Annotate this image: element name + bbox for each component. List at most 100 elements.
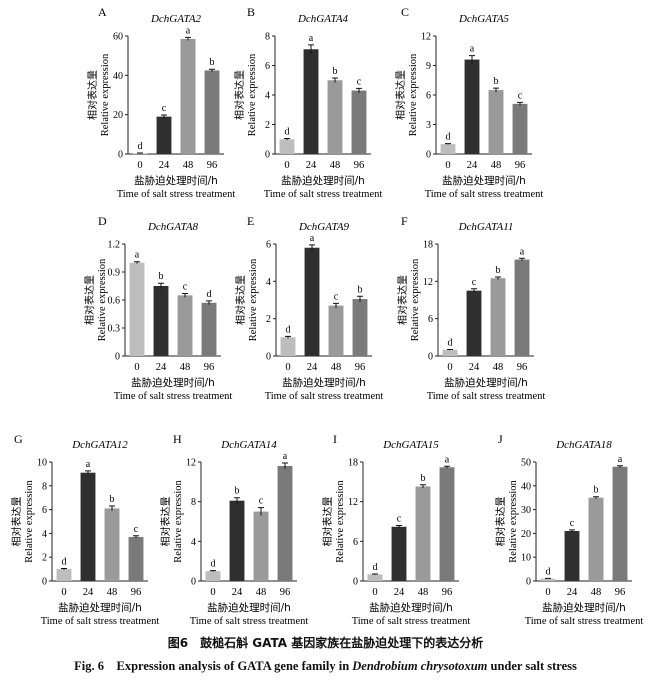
x-tick-label: 96: [280, 587, 291, 598]
significance-letter: a: [86, 459, 91, 470]
y-axis-label-cn: 相对表达量: [321, 497, 334, 547]
y-tick-label: 6: [353, 537, 358, 548]
x-axis-label-en: Time of salt stress treatment: [190, 616, 309, 627]
x-axis-label-en: Time of salt stress treatment: [425, 189, 544, 200]
bar-0h: [130, 263, 145, 356]
y-tick-label: 12: [421, 32, 431, 43]
bar-24h: [157, 117, 172, 154]
x-tick-label: 96: [204, 362, 215, 373]
x-axis-label-cn: 盐胁迫处理时间/h: [369, 601, 453, 614]
bar-0h: [443, 350, 458, 356]
x-tick-label: 0: [285, 362, 290, 373]
bar-96h: [440, 467, 455, 581]
y-tick-label: 0: [115, 352, 120, 363]
significance-letter: c: [259, 496, 264, 507]
y-tick-label: 20: [521, 529, 531, 540]
y-tick-label: 10: [521, 553, 531, 564]
y-tick-label: 0: [526, 577, 531, 588]
x-axis-label-en: Time of salt stress treatment: [117, 189, 236, 200]
x-tick-label: 24: [307, 362, 318, 373]
x-tick-label: 0: [284, 160, 289, 171]
y-axis-label-en: Relative expression: [408, 53, 419, 136]
significance-letter: c: [134, 524, 139, 535]
panel-letter: A: [98, 5, 107, 19]
chart-title: DchGATA5: [458, 13, 510, 25]
y-axis-label-en: Relative expression: [248, 258, 259, 341]
x-tick-label: 96: [131, 587, 142, 598]
x-axis-label-en: Time of salt stress treatment: [427, 391, 546, 402]
significance-letter: b: [494, 76, 499, 87]
significance-letter: c: [397, 513, 402, 524]
x-tick-label: 48: [183, 160, 194, 171]
y-tick-label: 9: [426, 61, 431, 72]
y-tick-label: 0: [266, 352, 271, 363]
significance-letter: c: [570, 518, 575, 529]
y-axis-label-en: Relative expression: [100, 53, 111, 136]
x-tick-label: 24: [156, 362, 167, 373]
panel-letter: H: [173, 432, 182, 446]
bar-48h: [589, 498, 604, 581]
significance-letter: a: [470, 44, 475, 55]
y-tick-label: 6: [426, 91, 431, 102]
y-tick-label: 12: [348, 497, 358, 508]
y-tick-label: 18: [348, 458, 358, 469]
bar-24h: [305, 248, 320, 356]
x-tick-label: 24: [232, 587, 243, 598]
y-axis-label-en: Relative expression: [173, 479, 184, 562]
y-tick-label: 8: [265, 32, 270, 43]
chart-title: DchGATA2: [150, 13, 202, 25]
significance-letter: d: [62, 557, 67, 568]
y-tick-label: 4: [191, 537, 196, 548]
significance-letter: d: [138, 141, 143, 152]
x-axis-label-en: Time of salt stress treatment: [525, 616, 644, 627]
bar-96h: [515, 260, 530, 356]
x-tick-label: 0: [545, 587, 550, 598]
y-tick-label: 0: [353, 577, 358, 588]
bar-24h: [467, 291, 482, 356]
x-tick-label: 24: [306, 160, 317, 171]
x-axis-label-cn: 盐胁迫处理时间/h: [58, 601, 142, 614]
y-tick-label: 0: [42, 577, 47, 588]
chart-title: DchGATA18: [555, 439, 612, 451]
x-tick-label: 24: [467, 160, 478, 171]
bar-0h: [281, 337, 296, 356]
bar-96h: [513, 104, 528, 154]
chart-title: DchGATA12: [71, 439, 128, 451]
x-axis-label-en: Time of salt stress treatment: [264, 189, 383, 200]
bar-24h: [81, 473, 96, 581]
significance-letter: c: [357, 76, 362, 87]
bar-48h: [416, 486, 431, 581]
y-tick-label: 0.9: [108, 268, 121, 279]
figure-caption-cn: 图6 鼓槌石斛 GATA 基因家族在盐胁迫处理下的表达分析: [0, 634, 651, 651]
y-tick-label: 0: [191, 577, 196, 588]
x-tick-label: 96: [517, 362, 528, 373]
significance-letter: d: [446, 132, 451, 143]
significance-letter: c: [162, 103, 167, 114]
significance-letter: b: [159, 271, 164, 282]
chart-title: DchGATA8: [147, 221, 199, 233]
x-axis-label-cn: 盐胁迫处理时间/h: [134, 174, 218, 187]
bar-96h: [613, 467, 628, 581]
x-tick-label: 0: [445, 160, 450, 171]
y-tick-label: 3: [426, 120, 431, 131]
bar-0h: [280, 139, 295, 154]
bar-96h: [353, 299, 368, 356]
significance-letter: c: [334, 291, 339, 302]
x-axis-label-en: Time of salt stress treatment: [114, 391, 233, 402]
y-axis-label-en: Relative expression: [508, 479, 519, 562]
bar-48h: [491, 278, 506, 356]
y-axis-label-cn: 相对表达量: [83, 275, 96, 325]
y-tick-label: 4: [266, 277, 271, 288]
y-axis-label-cn: 相对表达量: [394, 70, 407, 120]
chart-title: DchGATA14: [220, 439, 277, 451]
bar-24h: [392, 527, 407, 581]
y-tick-label: 10: [37, 458, 47, 469]
significance-letter: a: [310, 233, 315, 244]
x-axis-label-cn: 盐胁迫处理时间/h: [542, 601, 626, 614]
significance-letter: b: [210, 57, 215, 68]
